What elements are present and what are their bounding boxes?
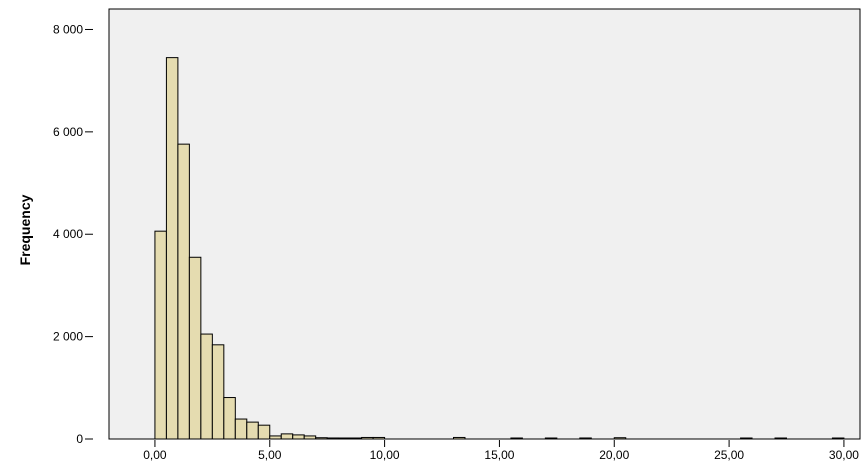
y-tick-label: 0	[76, 432, 83, 446]
histogram-bar	[361, 436, 374, 440]
histogram-bar	[349, 437, 363, 440]
y-tick-label: 6 000	[53, 125, 83, 139]
y-axis-label: Frequency	[17, 194, 33, 265]
x-tick-label: 25,00	[714, 448, 744, 461]
histogram-bar	[280, 433, 294, 440]
histogram-bar	[269, 435, 282, 440]
plot-area	[108, 8, 861, 440]
histogram-bar	[315, 437, 328, 440]
x-tick-label: 5,00	[258, 448, 282, 461]
histogram-bar	[154, 230, 167, 440]
histogram-bar	[579, 437, 592, 440]
histogram-bar	[211, 344, 225, 440]
histogram-bars	[154, 57, 845, 440]
histogram-bar	[292, 434, 305, 440]
y-axis: 0 2 000 4 000 6 000 8 000	[53, 22, 93, 446]
histogram-bar	[234, 418, 248, 440]
x-tick-label: 30,00	[829, 448, 859, 461]
histogram-bar	[338, 437, 351, 440]
histogram-bar	[246, 421, 259, 440]
histogram-bar	[831, 437, 845, 440]
histogram-bar	[165, 57, 179, 440]
histogram-bar	[510, 437, 523, 440]
y-tick-label: 4 000	[53, 227, 83, 241]
histogram-bar	[453, 436, 466, 440]
histogram-bar	[740, 437, 753, 440]
histogram-bar	[257, 424, 271, 440]
histogram-bar	[188, 256, 202, 440]
histogram-bar	[200, 333, 213, 440]
histogram-bar	[544, 437, 558, 440]
x-tick-label: 0,00	[143, 448, 167, 461]
histogram-bar	[774, 437, 788, 440]
histogram-bar	[303, 435, 317, 440]
x-tick-label: 15,00	[484, 448, 514, 461]
x-tick-label: 10,00	[370, 448, 400, 461]
histogram-bar	[177, 143, 190, 440]
y-tick-label: 8 000	[53, 22, 83, 36]
histogram-bar	[613, 437, 627, 440]
y-tick-label: 2 000	[53, 330, 83, 344]
x-axis: 0,00 5,00 10,00 15,00 20,00 25,00 30,00	[143, 440, 859, 462]
histogram-bar	[372, 436, 386, 440]
histogram-bar	[326, 437, 340, 440]
x-tick-label: 20,00	[599, 448, 629, 461]
histogram-bar	[223, 397, 236, 440]
